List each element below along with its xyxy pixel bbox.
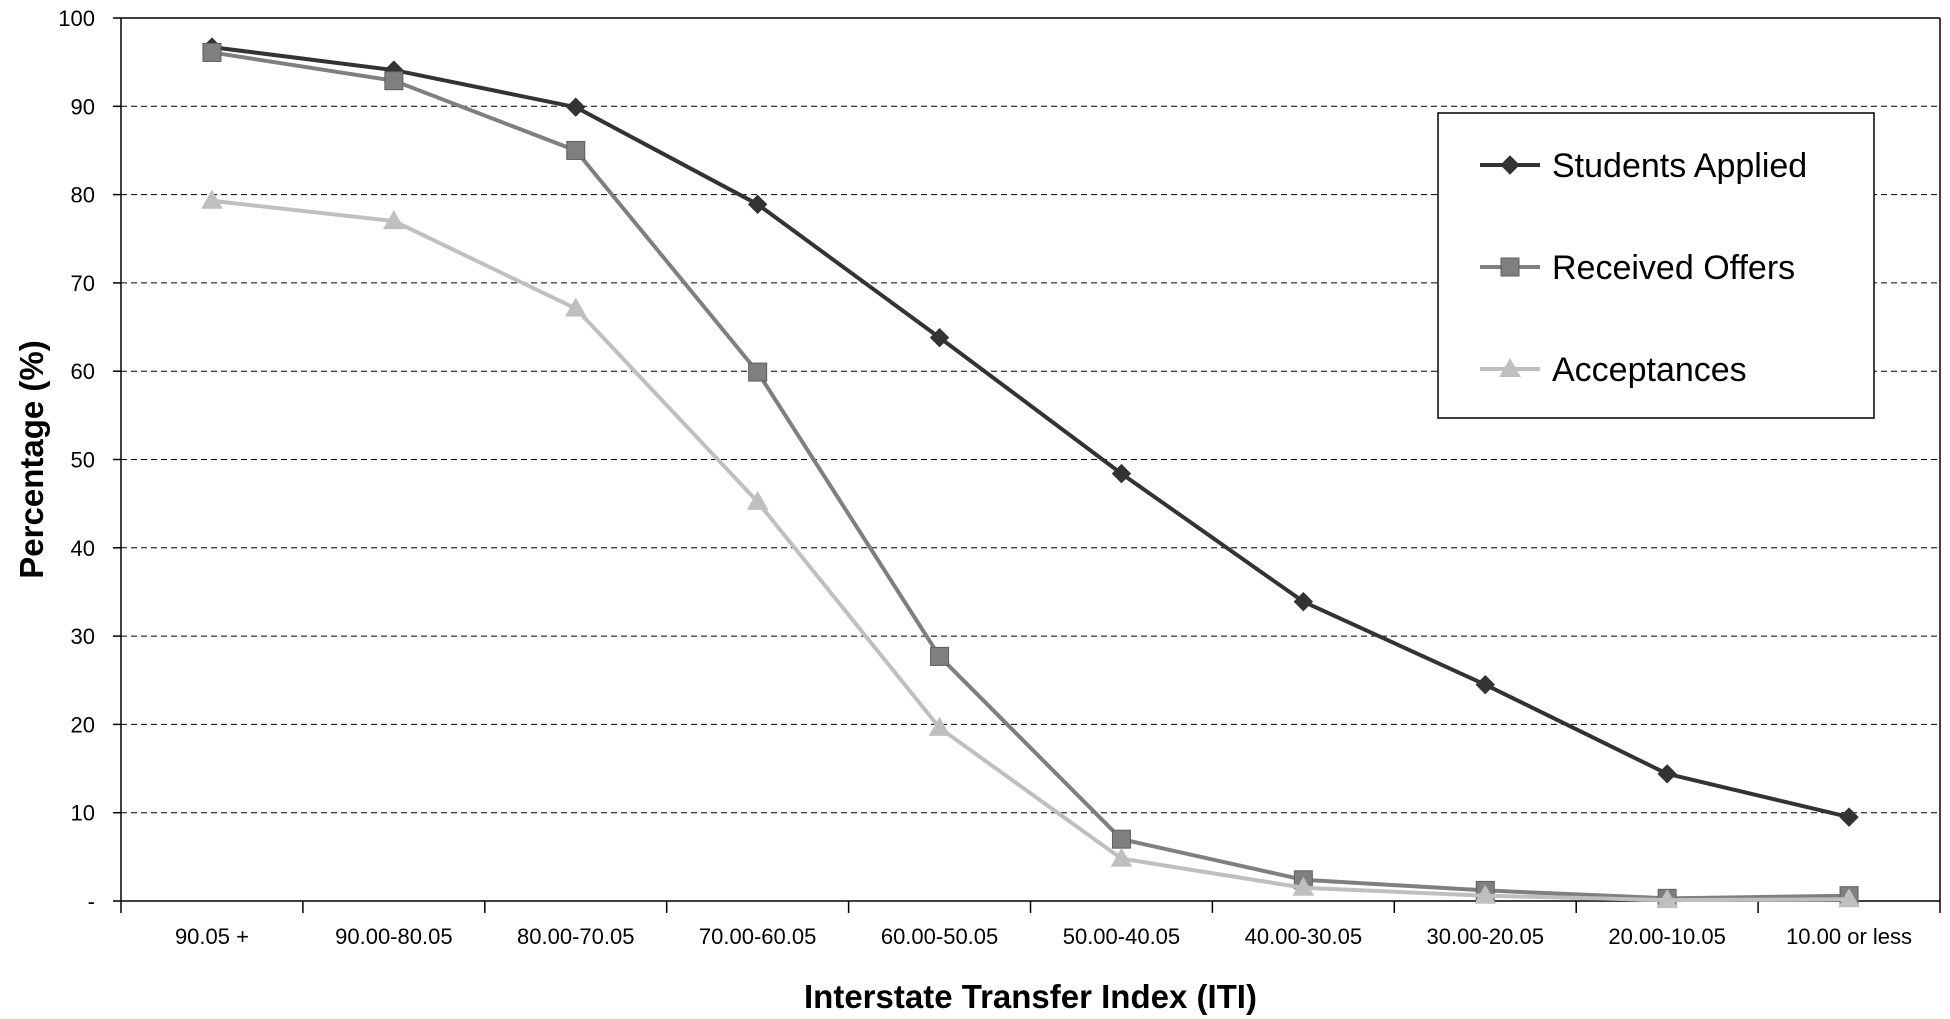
x-axis-title: Interstate Transfer Index (ITI)	[804, 978, 1257, 1015]
students-applied-line	[211, 45, 1850, 820]
x-tick-label: 90.00-80.05	[335, 924, 452, 949]
tick-labels: - 10 20 30 40 50 60 70 80 90 100 90.05 + 90.00-80.05…	[58, 6, 1912, 949]
acceptances-point	[928, 716, 951, 736]
series-acceptances	[201, 189, 1860, 909]
y-tick-label: 70	[71, 271, 95, 296]
acceptances-point	[1110, 847, 1133, 867]
acceptances-point	[201, 189, 223, 209]
y-tick-label: 50	[71, 448, 95, 473]
y-tick-label: 80	[71, 183, 95, 208]
students-applied-point	[566, 97, 586, 117]
received-offers-point	[202, 42, 222, 62]
received-offers-point	[384, 71, 404, 91]
legend-marker-icon	[1500, 257, 1520, 277]
x-tick-label: 80.00-70.05	[517, 924, 634, 949]
y-axis-title: Percentage (%)	[13, 340, 50, 578]
legend-label: Acceptances	[1552, 351, 1747, 389]
x-tick-label: 50.00-40.05	[1063, 924, 1180, 949]
legend-label: Received Offers	[1552, 249, 1795, 287]
y-tick-label: -	[88, 889, 95, 914]
legend: Students Applied Received Offers Acceptanc…	[1437, 112, 1875, 419]
students-applied-point	[1293, 591, 1314, 612]
acceptances-point	[564, 297, 587, 317]
series-lines	[201, 37, 1860, 909]
y-tick-label: 10	[71, 801, 95, 826]
legend-item-students-applied: Students Applied	[1480, 147, 1807, 185]
acceptances-point	[382, 210, 405, 230]
y-tick-label: 30	[71, 624, 95, 649]
legend-marker-icon	[1499, 357, 1521, 377]
received-offers-line	[211, 50, 1850, 901]
y-tick-label: 100	[58, 6, 95, 31]
x-tick-label: 10.00 or less	[1786, 924, 1912, 949]
acceptances-point	[1292, 876, 1315, 896]
legend-item-received-offers: Received Offers	[1480, 249, 1795, 287]
acceptances-line	[211, 198, 1850, 903]
x-tick-label: 40.00-30.05	[1245, 924, 1362, 949]
y-tick-label: 20	[71, 712, 95, 737]
students-applied-point	[1475, 674, 1495, 695]
acceptances-point	[746, 490, 769, 510]
received-offers-point	[930, 646, 950, 666]
students-applied-point	[1839, 807, 1859, 827]
acceptances-point	[1656, 889, 1679, 909]
legend-label: Students Applied	[1552, 147, 1807, 185]
x-tick-label: 60.00-50.05	[881, 924, 998, 949]
received-offers-point	[748, 362, 768, 382]
legend-marker-icon	[1500, 155, 1520, 175]
y-tick-label: 90	[71, 94, 95, 119]
acceptances-point	[1474, 884, 1497, 904]
students-applied-point	[1657, 764, 1677, 784]
acceptances-point	[1838, 888, 1860, 908]
received-offers-point	[1111, 829, 1131, 849]
students-applied-point	[1111, 463, 1132, 484]
legend-item-acceptances: Acceptances	[1480, 351, 1747, 389]
x-tick-label: 30.00-20.05	[1427, 924, 1544, 949]
students-applied-point	[747, 194, 768, 215]
x-tick-label: 20.00-10.05	[1608, 924, 1725, 949]
x-tick-label: 70.00-60.05	[699, 924, 816, 949]
received-offers-point	[566, 140, 586, 160]
y-tick-label: 60	[71, 359, 95, 384]
students-applied-point	[929, 327, 950, 348]
x-tick-label: 90.05 +	[175, 924, 249, 949]
y-tick-label: 40	[71, 536, 95, 561]
